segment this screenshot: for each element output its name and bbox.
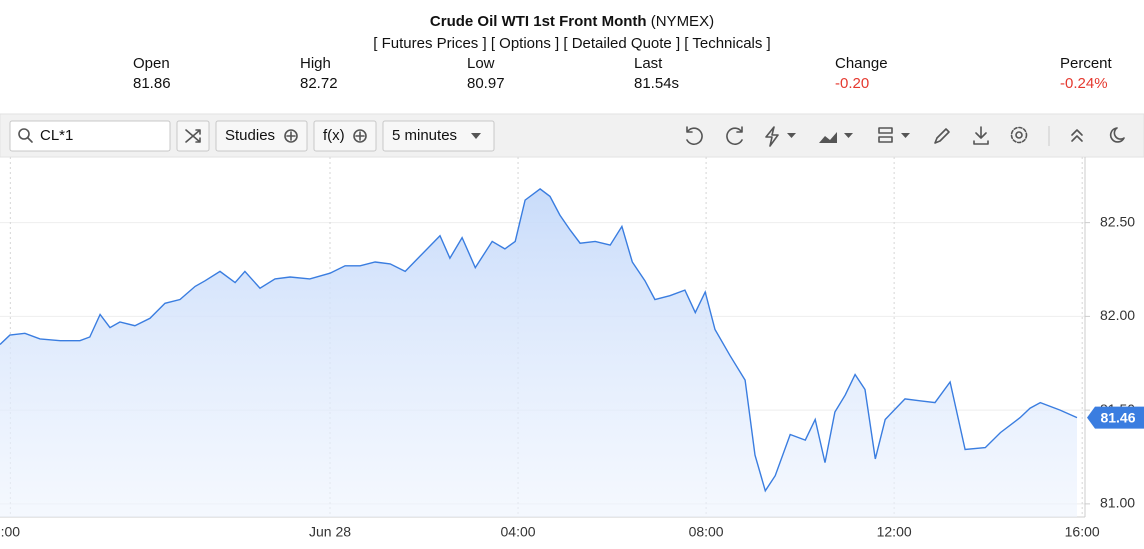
link[interactable]: [ Options ]: [491, 35, 559, 52]
chart-type-icon[interactable]: [819, 132, 837, 143]
redo-icon[interactable]: [726, 126, 743, 146]
area: [0, 188, 1078, 517]
search-icon: [18, 128, 30, 140]
dropdown-icon: [471, 133, 481, 139]
price-tag: [1087, 406, 1144, 429]
x-tick-label: 08:00: [689, 524, 724, 540]
links: [ Futures Prices ] [ Options ] [ Detaile…: [373, 35, 770, 52]
quote-label: Low: [467, 55, 495, 72]
y-tick-label: 81.00: [1100, 495, 1135, 511]
quote-value: 81.54s: [634, 75, 679, 92]
x-tick-label: 16:00: [1065, 524, 1100, 540]
exchange: (NYMEX): [651, 13, 714, 30]
y-tick-label: 82.00: [1100, 307, 1135, 323]
quote-value: -0.24%: [1060, 75, 1108, 92]
plus-icon: [353, 129, 367, 143]
title: Crude Oil WTI 1st Front Month (NYMEX): [430, 13, 714, 30]
pencil-icon[interactable]: [934, 128, 950, 144]
interval-button[interactable]: [382, 120, 495, 152]
quote-label: High: [300, 55, 331, 72]
studies: Studies: [225, 127, 275, 144]
plus-icon: [355, 131, 365, 141]
quote-value: 82.72: [300, 75, 338, 92]
undo-icon[interactable]: [686, 126, 703, 146]
x-tick-label: Jun 28: [309, 524, 351, 540]
draw-icon[interactable]: [765, 126, 779, 147]
y-tick-label: 82.50: [1100, 213, 1135, 229]
quote-label: Last: [634, 55, 663, 72]
layout-icon[interactable]: [878, 127, 893, 134]
quote-label: Open: [133, 55, 170, 72]
title-name: Crude Oil WTI 1st Front Month: [430, 13, 647, 30]
symbol-input[interactable]: [9, 120, 171, 152]
interval: 5 minutes: [392, 127, 457, 144]
function: f(x): [323, 127, 345, 144]
quote-value: -0.20: [835, 75, 869, 92]
quote-value: 81.86: [133, 75, 171, 92]
download-icon[interactable]: [973, 126, 989, 145]
x-tick-label: 04:00: [501, 524, 536, 540]
compare-icon: [185, 129, 201, 143]
toolbar-bg: [0, 113, 1144, 158]
x-tick-label: :00: [1, 524, 21, 540]
x-tick-label: 12:00: [877, 524, 912, 540]
layout-icon[interactable]: [878, 136, 893, 143]
theme-icon[interactable]: [1109, 127, 1125, 143]
plus-icon: [286, 131, 296, 141]
plus-icon: [284, 129, 298, 143]
link[interactable]: [ Detailed Quote ]: [563, 35, 680, 52]
quote-label: Percent: [1060, 55, 1113, 72]
toolbar: CL*1 Studies f(x) 5 minutes: [0, 113, 1144, 158]
search-icon: [27, 137, 33, 143]
quote-value: 80.97: [467, 75, 505, 92]
settings-icon[interactable]: [1010, 126, 1028, 144]
dropdown-icon: [787, 133, 796, 138]
collapse-icon[interactable]: [1071, 129, 1083, 142]
link[interactable]: [ Futures Prices ]: [373, 35, 486, 52]
settings-icon[interactable]: [1015, 131, 1023, 139]
quote-label: Change: [835, 55, 888, 72]
quote: Open 81.86 High 82.72 Low 80.97 Last 81.…: [133, 55, 1113, 92]
line: [0, 188, 1078, 493]
dropdown-icon: [901, 133, 910, 138]
price-tag-label: 81.46: [1100, 409, 1135, 425]
studies-button[interactable]: [215, 120, 308, 152]
symbol: CL*1: [40, 127, 73, 144]
link[interactable]: [ Technicals ]: [684, 35, 770, 52]
function-button[interactable]: [313, 120, 377, 152]
dropdown-icon: [844, 133, 853, 138]
